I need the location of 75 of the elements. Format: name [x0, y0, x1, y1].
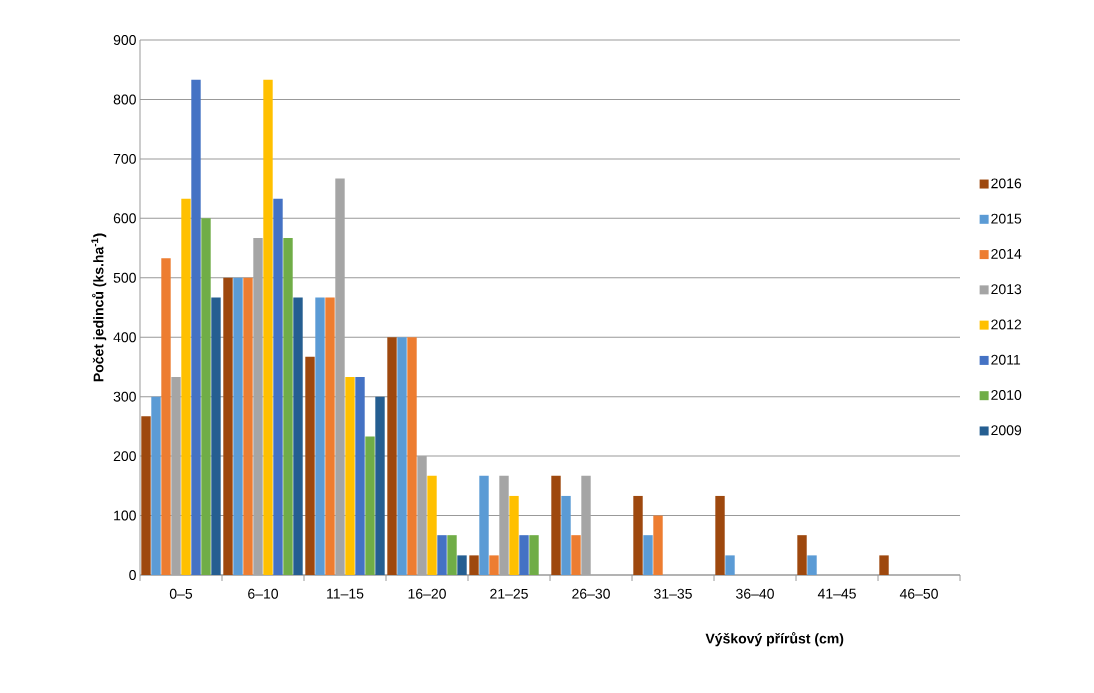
bar [457, 555, 467, 575]
bar [293, 297, 303, 575]
bar [653, 515, 663, 575]
legend-label: 2015 [991, 213, 1022, 224]
bar [387, 337, 397, 575]
y-axis-title: Počet jedinců (ks.ha$^{-1}$) [91, 233, 107, 382]
bar [407, 337, 417, 575]
legend-label: 2010 [991, 390, 1022, 400]
x-tick-label: 16–20 [408, 588, 446, 599]
bar [355, 377, 365, 575]
x-tick-label: 21–25 [490, 588, 528, 599]
bar [479, 475, 489, 575]
legend-label: 2016 [991, 178, 1022, 189]
bar [151, 396, 161, 575]
bar [807, 555, 817, 575]
bar [529, 535, 539, 575]
bar [365, 436, 375, 575]
bar [375, 396, 385, 575]
y-tick-label: 700 [113, 153, 136, 164]
bar [489, 555, 499, 575]
bar [437, 535, 447, 575]
bar [243, 277, 253, 575]
bar [223, 277, 233, 575]
x-tick-label: 0–5 [169, 588, 193, 599]
bar [519, 535, 529, 575]
bar [305, 356, 315, 575]
bar [325, 297, 335, 575]
legend-label: 2011 [991, 354, 1021, 365]
bar [283, 237, 293, 575]
bar [561, 495, 571, 575]
bar [643, 535, 653, 575]
bar [797, 535, 807, 575]
bar [191, 79, 201, 575]
legend-label: 2014 [991, 248, 1022, 259]
bar [551, 475, 561, 575]
x-axis-title: Výškový přírůst (cm) [705, 632, 844, 647]
bar [273, 198, 283, 575]
bar [509, 495, 519, 575]
bar [263, 79, 273, 575]
bar [233, 277, 243, 575]
bar [315, 297, 325, 575]
bar [715, 495, 725, 575]
bar [397, 337, 407, 575]
y-tick-label: 600 [113, 213, 136, 224]
x-tick-label: 36–40 [736, 588, 774, 599]
bar [469, 555, 479, 575]
bar [427, 475, 437, 575]
bar [201, 218, 211, 575]
y-tick-label: 500 [113, 272, 136, 283]
y-tick-label: 400 [113, 332, 136, 343]
bar [211, 297, 221, 575]
legend-label: 2012 [991, 319, 1022, 330]
x-tick-label: 46–50 [899, 588, 938, 599]
y-tick-label: 100 [114, 510, 136, 521]
y-tick-label: 200 [113, 451, 136, 462]
x-tick-label: 6–10 [248, 588, 279, 599]
bar [141, 416, 151, 575]
bar [345, 377, 355, 575]
bar [879, 555, 889, 575]
x-tick-label: 11–15 [327, 588, 364, 599]
legend-label: 2013 [991, 284, 1022, 295]
y-tick-label: 0 [129, 570, 136, 580]
legend-label: 2009 [991, 425, 1022, 436]
bar [181, 198, 191, 575]
x-tick-label: 26–30 [572, 588, 610, 599]
bar [571, 535, 581, 575]
x-tick-label: 31–35 [654, 588, 692, 599]
bar [633, 495, 643, 575]
bar [725, 555, 735, 575]
y-tick-label: 800 [113, 94, 136, 105]
x-tick-label: 41–45 [817, 588, 856, 599]
bar [447, 535, 457, 575]
bar [161, 258, 171, 575]
y-tick-label: 900 [113, 35, 136, 45]
y-tick-label: 300 [113, 391, 136, 402]
